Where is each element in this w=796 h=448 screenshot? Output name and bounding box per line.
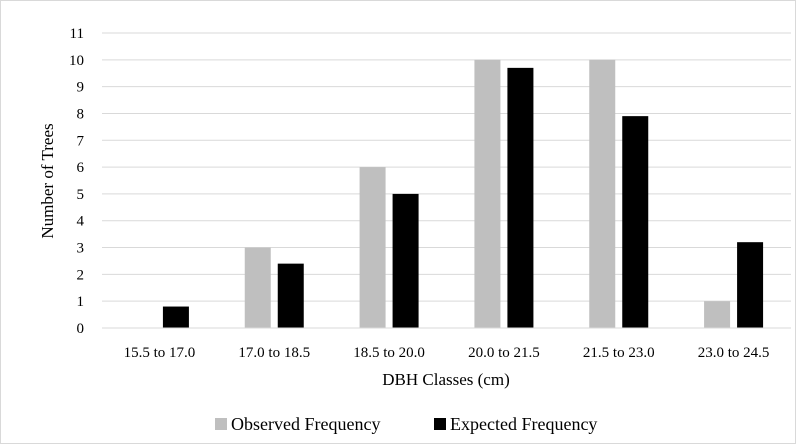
expected-bar [277,263,304,328]
x-tick-label: 23.0 to 24.5 [698,345,770,361]
x-tick-label: 20.0 to 21.5 [468,345,540,361]
observed-bar [359,167,386,328]
y-tick-label: 0 [77,321,85,337]
y-tick-label: 2 [77,267,85,283]
x-axis-title: DBH Classes (cm) [382,370,509,389]
x-tick-label: 15.5 to 17.0 [124,345,196,361]
x-axis-ticks: 15.5 to 17.0 17.0 to 18.5 18.5 to 20.0 20.0… [124,345,770,361]
y-tick-label: 8 [77,106,85,122]
observed-bar [474,59,501,329]
y-tick-label: 5 [77,187,85,203]
y-tick-label: 4 [77,214,85,230]
legend-label: Observed Frequency [231,414,380,434]
y-axis-ticks: 0 1 2 3 4 5 6 7 8 9 10 11 [69,26,85,337]
y-tick-label: 6 [77,160,85,176]
expected-bar [507,67,534,328]
y-tick-label: 9 [77,80,85,96]
legend-label: Expected Frequency [450,414,597,434]
y-tick-label: 7 [77,133,85,149]
y-tick-label: 11 [70,26,84,42]
gridlines [102,32,791,302]
expected-bar [737,242,764,328]
expected-bar [162,306,189,328]
y-tick-label: 3 [77,241,85,257]
legend: Observed Frequency Expected Frequency [215,414,597,434]
x-tick-label: 17.0 to 18.5 [238,345,310,361]
y-tick-label: 1 [77,294,85,310]
x-tick-label: 18.5 to 20.0 [353,345,425,361]
observed-bar [704,301,731,328]
x-tick-label: 21.5 to 23.0 [583,345,655,361]
bars [162,59,764,329]
y-axis-title: Number of Trees [38,123,57,238]
legend-swatch [434,418,446,430]
expected-bar [622,116,649,329]
legend-swatch [215,418,227,430]
y-tick-label: 10 [69,53,84,69]
expected-bar [392,193,419,328]
observed-bar [589,59,616,329]
observed-bar [244,247,271,328]
